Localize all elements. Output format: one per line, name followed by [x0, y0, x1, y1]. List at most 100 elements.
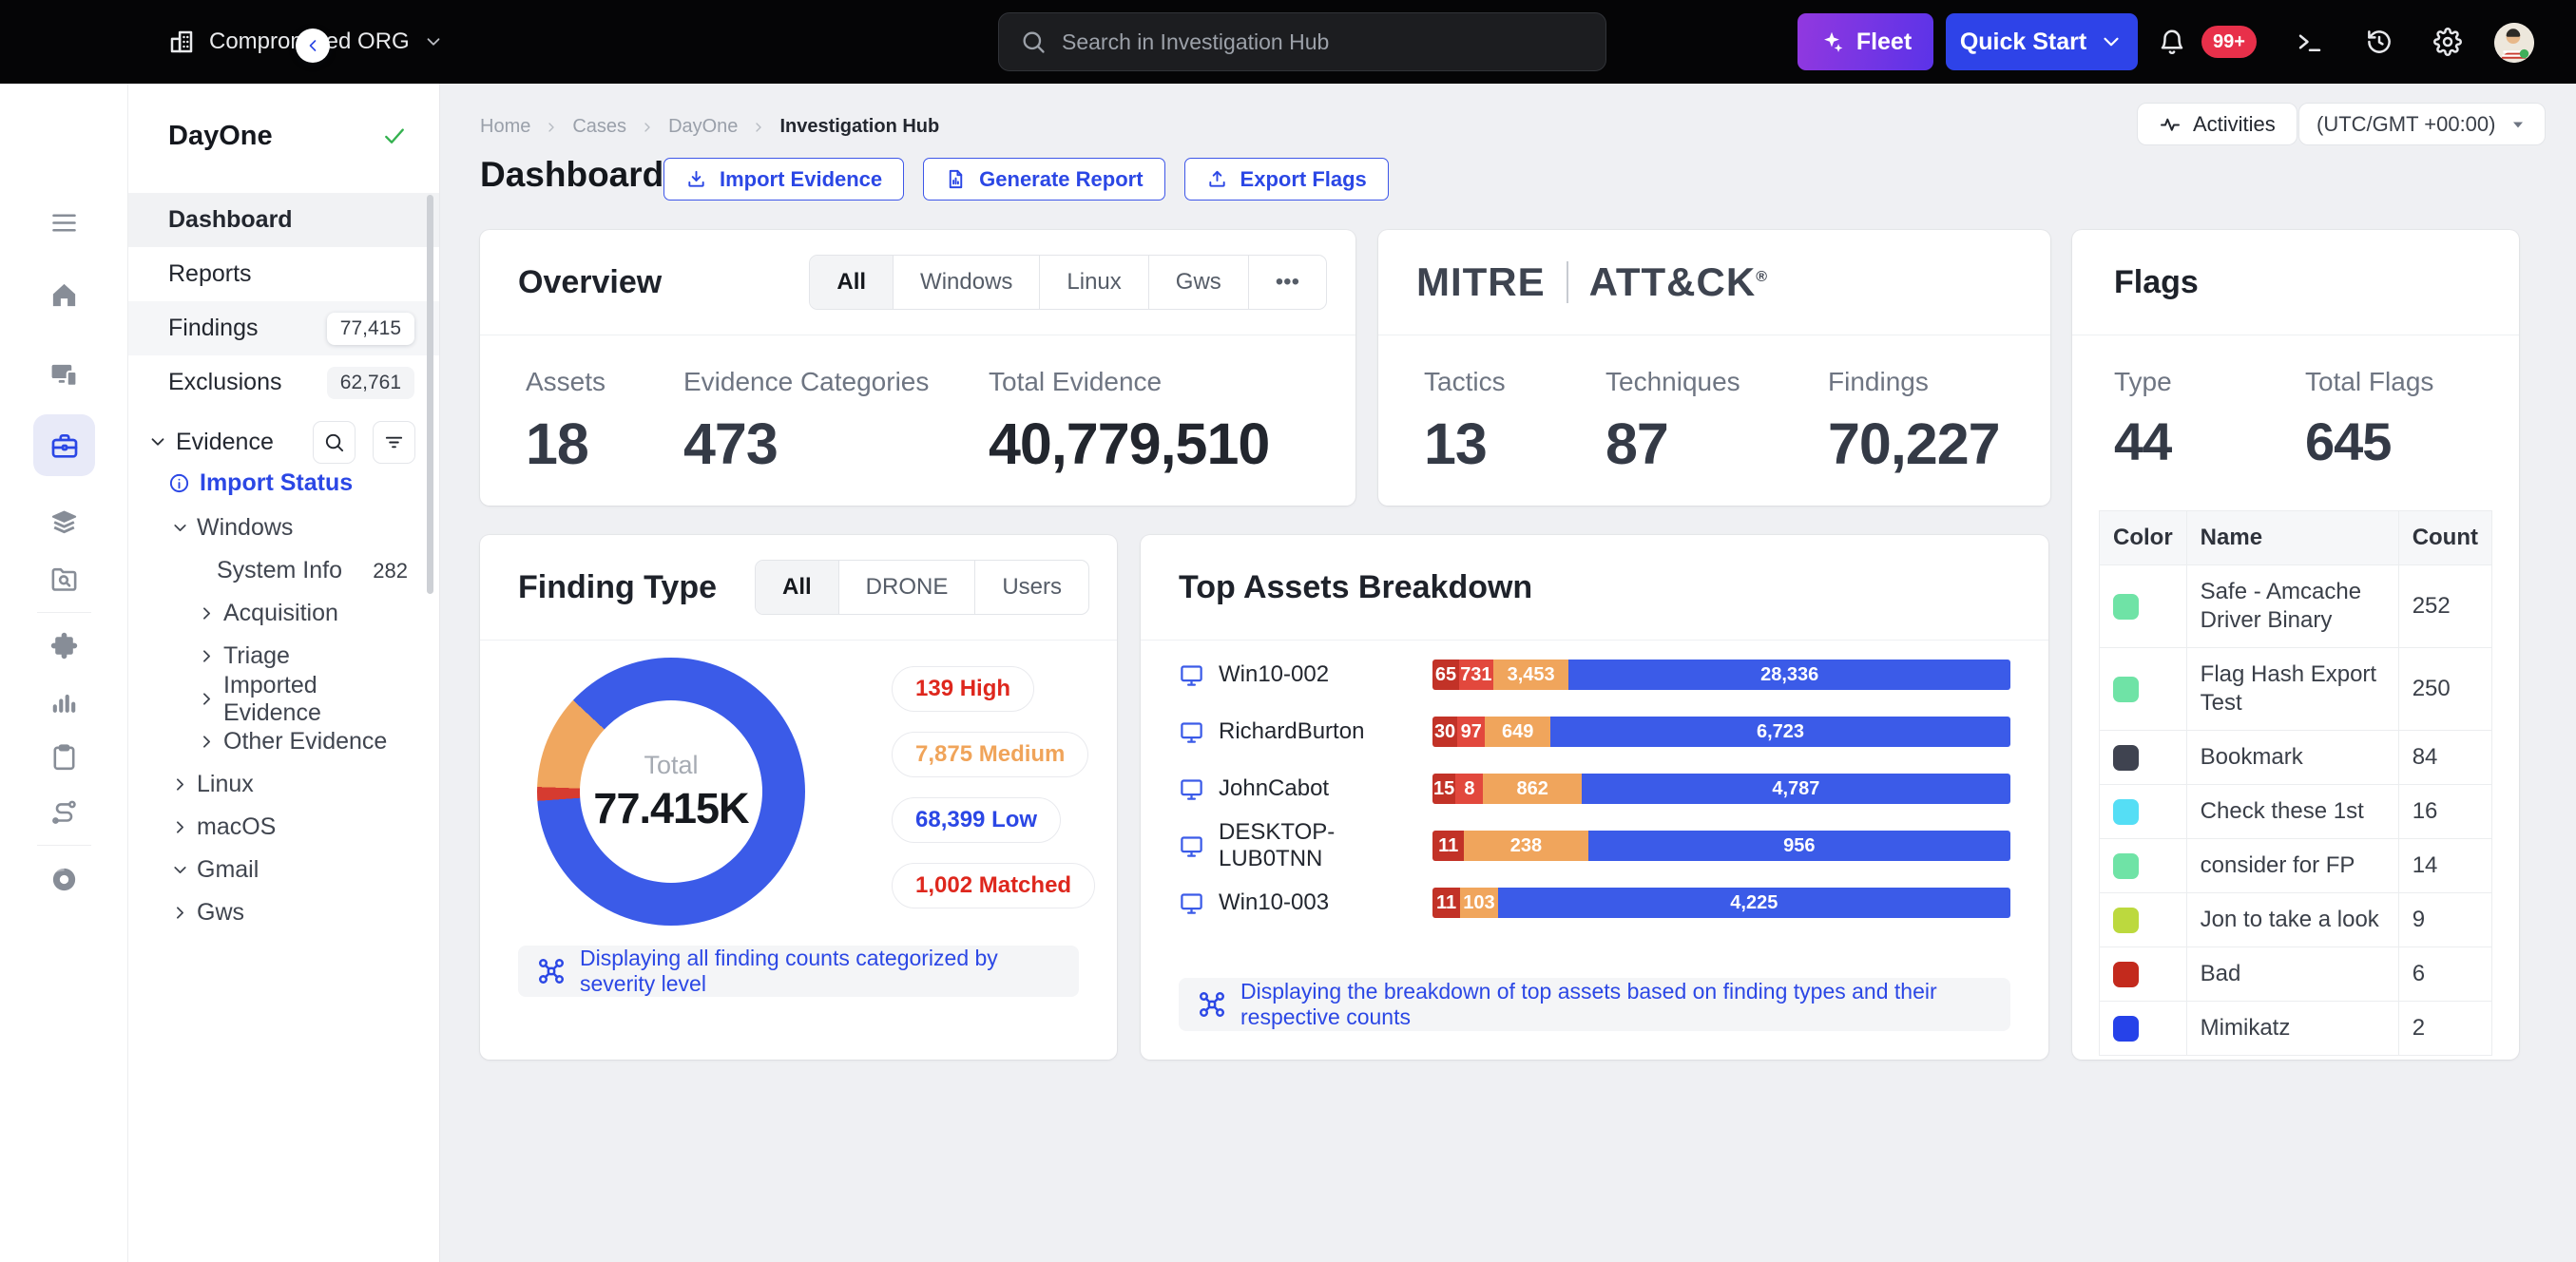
- bar-segment[interactable]: 649: [1485, 717, 1550, 747]
- bar-segment[interactable]: 956: [1588, 831, 2010, 861]
- home-icon[interactable]: [49, 280, 79, 310]
- bar-segment[interactable]: 15: [1432, 774, 1455, 804]
- column-color[interactable]: Color: [2100, 511, 2187, 565]
- tree-item-acquisition[interactable]: Acquisition: [128, 592, 439, 635]
- flag-row-consider-for-fp[interactable]: consider for FP14: [2100, 839, 2492, 893]
- tree-item-windows[interactable]: Windows: [128, 507, 439, 549]
- breadcrumb-cases[interactable]: Cases: [572, 116, 626, 138]
- bar-segment[interactable]: 4,225: [1498, 888, 2010, 918]
- tree-item-linux[interactable]: Linux: [128, 763, 439, 806]
- severity-pill-1-002-matched[interactable]: 1,002 Matched: [892, 863, 1095, 908]
- asset-name[interactable]: Win10-003: [1179, 889, 1432, 916]
- asset-label: JohnCabot: [1219, 775, 1329, 802]
- bar-segment[interactable]: 65: [1432, 660, 1459, 690]
- hamburger-menu-icon[interactable]: [49, 208, 79, 238]
- severity-pill-68-399-low[interactable]: 68,399 Low: [892, 797, 1061, 843]
- column-name[interactable]: Name: [2186, 511, 2398, 565]
- bar-segment[interactable]: 11: [1432, 888, 1460, 918]
- breadcrumb-dayone[interactable]: DayOne: [668, 116, 738, 138]
- severity-donut-chart[interactable]: Total 77.415K: [537, 658, 805, 926]
- user-avatar[interactable]: [2494, 23, 2534, 63]
- collapse-sidebar-button[interactable]: [296, 29, 330, 63]
- flag-row-bad[interactable]: Bad6: [2100, 947, 2492, 1002]
- tree-item-macos[interactable]: macOS: [128, 806, 439, 849]
- severity-pill-139-high[interactable]: 139 High: [892, 666, 1034, 712]
- overview-tab-gws[interactable]: Gws: [1148, 256, 1248, 309]
- finding-type-tab-users[interactable]: Users: [974, 561, 1088, 614]
- sidebar-item-reports[interactable]: Reports: [128, 247, 439, 301]
- asset-row-desktop-lub0tnn: DESKTOP-LUB0TNN11238956: [1179, 831, 2010, 861]
- bar-segment[interactable]: 6,723: [1550, 717, 2010, 747]
- route-icon[interactable]: [49, 798, 79, 828]
- console-terminal-icon[interactable]: [2296, 28, 2324, 56]
- assets-devices-icon[interactable]: [49, 359, 79, 389]
- severity-pill-7-875-medium[interactable]: 7,875 Medium: [892, 732, 1088, 777]
- stat-evidence-categories: Evidence Categories 473: [683, 367, 989, 477]
- count-badge: 77,415: [327, 313, 414, 345]
- search-input[interactable]: [1062, 29, 1585, 55]
- layers-icon[interactable]: [49, 507, 79, 537]
- storm-icon[interactable]: [49, 865, 79, 894]
- clipboard-icon[interactable]: [49, 742, 79, 772]
- sidebar-item-dashboard[interactable]: Dashboard: [128, 193, 439, 247]
- quick-start-button[interactable]: Quick Start: [1946, 13, 2138, 70]
- asset-name[interactable]: DESKTOP-LUB0TNN: [1179, 819, 1432, 872]
- asset-name[interactable]: Win10-002: [1179, 661, 1432, 688]
- evidence-filter-button[interactable]: [373, 421, 415, 464]
- tree-item-system-info[interactable]: System Info282: [128, 549, 439, 592]
- bar-segment[interactable]: 862: [1483, 774, 1581, 804]
- stat-techniques: Techniques 87: [1605, 367, 1828, 477]
- history-icon[interactable]: [2365, 28, 2393, 56]
- notifications-bell-icon[interactable]: [2158, 28, 2186, 56]
- bar-segment[interactable]: 731: [1459, 660, 1493, 690]
- bar-segment[interactable]: 30: [1432, 717, 1457, 747]
- bar-segment[interactable]: 103: [1460, 888, 1498, 918]
- bar-chart-icon[interactable]: [49, 686, 79, 716]
- evidence-search-button[interactable]: [313, 421, 356, 464]
- bar-segment[interactable]: 97: [1457, 717, 1485, 747]
- bar-segment[interactable]: 11: [1432, 831, 1464, 861]
- bar-segment[interactable]: 238: [1464, 831, 1587, 861]
- overview-tab-windows[interactable]: Windows: [893, 256, 1039, 309]
- tree-item-imported-evidence[interactable]: Imported Evidence: [128, 678, 439, 720]
- settings-gear-icon[interactable]: [2433, 28, 2462, 56]
- tree-item-other-evidence[interactable]: Other Evidence: [128, 720, 439, 763]
- tree-item-gmail[interactable]: Gmail: [128, 849, 439, 891]
- finding-type-tab-all[interactable]: All: [756, 561, 838, 614]
- import-evidence-button[interactable]: Import Evidence: [663, 158, 904, 201]
- overview-tab-all[interactable]: All: [810, 256, 893, 309]
- bar-segment[interactable]: 3,453: [1493, 660, 1569, 690]
- case-sidebar: DayOne DashboardReportsFindings77,415Exc…: [128, 84, 440, 1262]
- fleet-button[interactable]: Fleet: [1797, 13, 1933, 70]
- asset-name[interactable]: RichardBurton: [1179, 718, 1432, 745]
- generate-report-button[interactable]: Generate Report: [923, 158, 1164, 201]
- cases-active-tile[interactable]: [33, 414, 95, 476]
- flag-row-check-these-1st[interactable]: Check these 1st16: [2100, 785, 2492, 839]
- flag-row-jon-to-take-a-look[interactable]: Jon to take a look9: [2100, 893, 2492, 947]
- column-count[interactable]: Count: [2398, 511, 2491, 565]
- flag-row-safe-amcache-driver-binary[interactable]: Safe - Amcache Driver Binary252: [2100, 565, 2492, 648]
- timezone-select[interactable]: (UTC/GMT +00:00): [2298, 103, 2546, 145]
- overview-tab-[interactable]: •••: [1248, 256, 1326, 309]
- finding-type-tab-drone[interactable]: DRONE: [838, 561, 975, 614]
- bar-segment[interactable]: 4,787: [1582, 774, 2010, 804]
- flag-row-flag-hash-export-test[interactable]: Flag Hash Export Test250: [2100, 648, 2492, 731]
- folder-search-icon[interactable]: [49, 564, 79, 594]
- flag-row-bookmark[interactable]: Bookmark84: [2100, 731, 2492, 785]
- notification-count-badge[interactable]: 99+: [2201, 26, 2257, 58]
- breadcrumb-home[interactable]: Home: [480, 116, 530, 138]
- flag-row-mimikatz[interactable]: Mimikatz2: [2100, 1002, 2492, 1056]
- bar-segment[interactable]: 8: [1455, 774, 1483, 804]
- export-flags-button[interactable]: Export Flags: [1184, 158, 1389, 201]
- sidebar-item-findings[interactable]: Findings77,415: [128, 301, 439, 355]
- sidebar-scrollbar[interactable]: [427, 195, 433, 594]
- overview-tab-linux[interactable]: Linux: [1039, 256, 1147, 309]
- tree-item-gws[interactable]: Gws: [128, 891, 439, 934]
- integrations-puzzle-icon[interactable]: [49, 631, 79, 660]
- global-search[interactable]: [998, 12, 1606, 71]
- asset-name[interactable]: JohnCabot: [1179, 775, 1432, 802]
- sidebar-item-exclusions[interactable]: Exclusions62,761: [128, 355, 439, 410]
- activities-button[interactable]: Activities: [2137, 103, 2297, 145]
- bar-segment[interactable]: 28,336: [1568, 660, 2010, 690]
- tree-item-import-status[interactable]: Import Status: [128, 459, 439, 507]
